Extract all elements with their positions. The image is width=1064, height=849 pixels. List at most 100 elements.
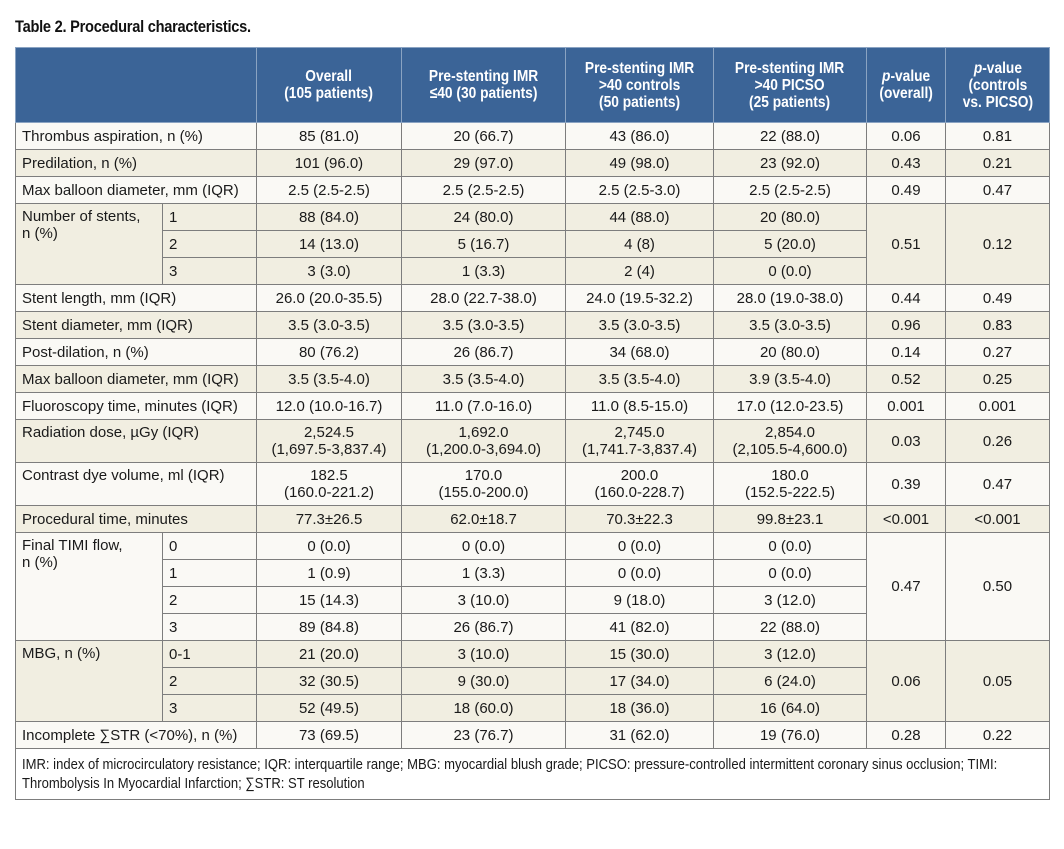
value-cell: 18 (60.0) xyxy=(401,694,566,722)
value-cell: 62.0±18.7 xyxy=(401,505,566,533)
table-row: Number of stents, n (%) 1 88 (84.0) 24 (80.0… xyxy=(15,203,1050,285)
value-cell: 19 (76.0) xyxy=(713,721,867,749)
value-cell: 18 (36.0) xyxy=(565,694,714,722)
value-cell: 2.5 (2.5-2.5) xyxy=(713,176,867,204)
sub-label: 3 xyxy=(162,694,257,722)
footnote-text: IMR: index of microcirculatory resistanc… xyxy=(22,756,998,792)
sub-label: 2 xyxy=(162,586,257,614)
group-label-line: Final TIMI flow, xyxy=(22,537,123,554)
value-main: 180.0 xyxy=(771,467,809,484)
p-value-controls-vs-picso: 0.27 xyxy=(945,338,1050,366)
value-cell: 0 (0.0) xyxy=(256,532,402,560)
value-cell: 12.0 (10.0-16.7) xyxy=(256,392,402,420)
value-cell: 6 (24.0) xyxy=(713,667,867,695)
value-cell: 26.0 (20.0-35.5) xyxy=(256,284,402,312)
table-row: Stent diameter, mm (IQR) 3.5 (3.0-3.5) 3.5… xyxy=(15,311,1050,339)
value-cell: 34 (68.0) xyxy=(565,338,714,366)
value-cell: 32 (30.5) xyxy=(256,667,402,695)
header-characteristic xyxy=(15,47,257,123)
table-row: 2 14 (13.0) 5 (16.7) 4 (8) 5 (20.0) xyxy=(16,230,1050,258)
value-cell: 2.5 (2.5-2.5) xyxy=(401,176,566,204)
group-label-line: Number of stents, xyxy=(22,208,141,225)
value-cell: 2,745.0 (1,741.7-3,837.4) xyxy=(565,419,714,463)
value-cell: 1 (3.3) xyxy=(401,257,566,285)
value-main: 2,745.0 xyxy=(614,424,665,441)
p-value-overall: 0.14 xyxy=(866,338,946,366)
table-row: Predilation, n (%) 101 (96.0) 29 (97.0) 49 … xyxy=(15,149,1050,177)
value-cell: 4 (8) xyxy=(565,230,714,258)
procedural-characteristics-table: Overall (105 patients) Pre-stenting IMR ≤4… xyxy=(15,47,1050,800)
value-range: (152.5-222.5) xyxy=(744,484,836,501)
value-cell: 2,524.5 (1,697.5-3,837.4) xyxy=(256,419,402,463)
value-cell: 17 (34.0) xyxy=(565,667,714,695)
value-range: (1,697.5-3,837.4) xyxy=(271,441,387,458)
p-value-overall: 0.49 xyxy=(866,176,946,204)
p-value-controls-vs-picso: 0.05 xyxy=(945,640,1050,722)
value-range: (1,200.0-3,694.0) xyxy=(425,441,542,458)
p-value-overall: 0.96 xyxy=(866,311,946,339)
value-cell: 20 (66.7) xyxy=(401,122,566,150)
p-value-overall: 0.44 xyxy=(866,284,946,312)
value-cell: 14 (13.0) xyxy=(256,230,402,258)
value-cell: 2.5 (2.5-3.0) xyxy=(565,176,714,204)
table-row: Radiation dose, µGy (IQR) 2,524.5 (1,697.5… xyxy=(15,419,1050,463)
row-label: Contrast dye volume, ml (IQR) xyxy=(15,462,257,506)
value-cell: 0 (0.0) xyxy=(565,559,714,587)
p-value-overall: <0.001 xyxy=(866,505,946,533)
row-label: Max balloon diameter, mm (IQR) xyxy=(15,365,257,393)
row-label: Max balloon diameter, mm (IQR) xyxy=(15,176,257,204)
header-imr-le40: Pre-stenting IMR ≤40 (30 patients) xyxy=(401,47,566,123)
value-cell: 2.5 (2.5-2.5) xyxy=(256,176,402,204)
p-value-controls-vs-picso: 0.26 xyxy=(945,419,1050,463)
value-cell: 0 (0.0) xyxy=(565,532,714,560)
p-value-controls-vs-picso: 0.49 xyxy=(945,284,1050,312)
p-value-controls-vs-picso: 0.12 xyxy=(945,203,1050,285)
group-label-line: n (%) xyxy=(22,225,58,242)
value-cell: 31 (62.0) xyxy=(565,721,714,749)
table-row: Max balloon diameter, mm (IQR) 2.5 (2.5-2… xyxy=(15,176,1050,204)
value-cell: 41 (82.0) xyxy=(565,613,714,641)
p-value-overall: 0.28 xyxy=(866,721,946,749)
value-range: (1,741.7-3,837.4) xyxy=(581,441,698,458)
p-value-controls-vs-picso: 0.47 xyxy=(945,176,1050,204)
row-label: Radiation dose, µGy (IQR) xyxy=(15,419,257,463)
p-value-overall: 0.43 xyxy=(866,149,946,177)
value-cell: 3 (10.0) xyxy=(401,640,566,668)
value-range: (160.0-221.2) xyxy=(283,484,375,501)
value-cell: 5 (20.0) xyxy=(713,230,867,258)
value-cell: 80 (76.2) xyxy=(256,338,402,366)
value-cell: 3 (12.0) xyxy=(713,586,867,614)
p-value-overall: 0.001 xyxy=(866,392,946,420)
value-cell: 43 (86.0) xyxy=(565,122,714,150)
value-cell: 22 (88.0) xyxy=(713,122,867,150)
p-value-overall: 0.06 xyxy=(866,640,946,722)
value-cell: 73 (69.5) xyxy=(256,721,402,749)
value-cell: 17.0 (12.0-23.5) xyxy=(713,392,867,420)
value-cell: 170.0 (155.0-200.0) xyxy=(401,462,566,506)
value-main: 182.5 xyxy=(310,467,348,484)
value-cell: 3.5 (3.0-3.5) xyxy=(713,311,867,339)
row-label: Incomplete ∑STR (<70%), n (%) xyxy=(15,721,257,749)
value-cell: 29 (97.0) xyxy=(401,149,566,177)
table-row: Final TIMI flow, n (%) 0 0 (0.0) 0 (0.0) 0 (0… xyxy=(15,532,1050,641)
p-value-controls-vs-picso: 0.47 xyxy=(945,462,1050,506)
table-row: Contrast dye volume, ml (IQR) 182.5 (160.0… xyxy=(15,462,1050,506)
table-row: Procedural time, minutes 77.3±26.5 62.0±18… xyxy=(15,505,1050,533)
value-cell: 21 (20.0) xyxy=(256,640,402,668)
value-cell: 101 (96.0) xyxy=(256,149,402,177)
value-cell: 85 (81.0) xyxy=(256,122,402,150)
p-value-overall: 0.52 xyxy=(866,365,946,393)
p-value-controls-vs-picso: 0.21 xyxy=(945,149,1050,177)
p-value-controls-vs-picso: <0.001 xyxy=(945,505,1050,533)
value-cell: 3 (10.0) xyxy=(401,586,566,614)
value-cell: 89 (84.8) xyxy=(256,613,402,641)
value-cell: 24.0 (19.5-32.2) xyxy=(565,284,714,312)
table-row: Max balloon diameter, mm (IQR) 3.5 (3.5-4… xyxy=(15,365,1050,393)
value-cell: 3.5 (3.0-3.5) xyxy=(565,311,714,339)
value-main: 170.0 xyxy=(464,467,503,484)
value-cell: 200.0 (160.0-228.7) xyxy=(565,462,714,506)
table-row: Post-dilation, n (%) 80 (76.2) 26 (86.7) 34… xyxy=(15,338,1050,366)
value-cell: 1 (0.9) xyxy=(256,559,402,587)
